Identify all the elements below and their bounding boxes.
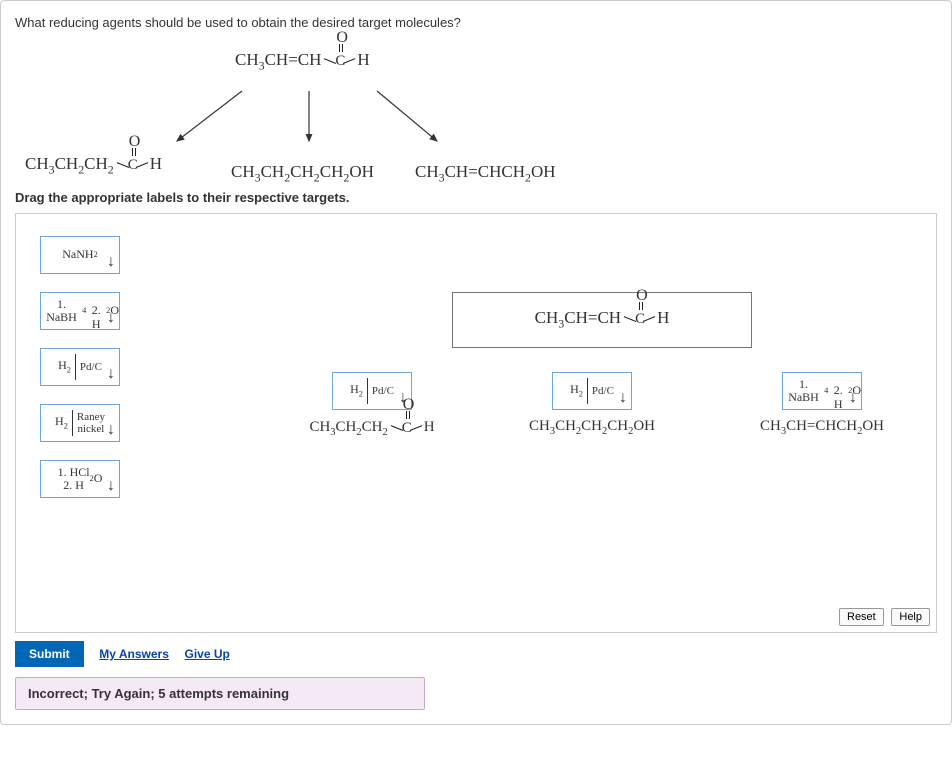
starting-material-formula-2: CH3CH=CHOCH	[535, 308, 670, 331]
reaction-scheme: CH3CH=CHOCH CH3CH2CH2OCH CH3CH2CH2CH2OH …	[17, 36, 637, 186]
starting-material: CH3CH=CHOCH	[235, 50, 370, 73]
down-arrow-icon: ↓	[107, 366, 115, 382]
aldehyde-group: OC	[321, 51, 355, 71]
aldehyde-group: OC	[114, 155, 148, 175]
target-row: H2Pd/C↓ CH3CH2CH2OCH H2Pd/C↓ CH3CH2CH2CH…	[292, 372, 912, 438]
drag-drop-area: NaNH2↓ 1. NaBH42. H2O↓ H2Pd/C↓ H2Raneynicke…	[15, 213, 937, 633]
feedback-message: Incorrect; Try Again; 5 attempts remaini…	[15, 677, 425, 710]
workbox-buttons: Reset Help	[835, 608, 930, 626]
down-arrow-icon: ↓	[849, 390, 857, 406]
down-arrow-icon: ↓	[107, 254, 115, 270]
submit-button[interactable]: Submit	[15, 641, 84, 667]
my-answers-link[interactable]: My Answers	[99, 647, 169, 661]
drag-instruction: Drag the appropriate labels to their res…	[15, 190, 937, 205]
reagent-tile[interactable]: 1. NaBH42. H2O↓	[40, 292, 120, 330]
submit-row: Submit My Answers Give Up	[15, 641, 937, 667]
question-panel: What reducing agents should be used to o…	[0, 0, 952, 725]
reagent-tile[interactable]: 1. HCl2. H2O↓	[40, 460, 120, 498]
down-arrow-icon: ↓	[107, 422, 115, 438]
target-c-label: CH3CH=CHCH2OH	[732, 418, 912, 437]
label-palette: NaNH2↓ 1. NaBH42. H2O↓ H2Pd/C↓ H2Raneynicke…	[40, 236, 140, 516]
down-arrow-icon: ↓	[107, 478, 115, 494]
product-a: CH3CH2CH2OCH	[25, 154, 162, 177]
reagent-tile[interactable]: H2Raneynickel↓	[40, 404, 120, 442]
product-b: CH3CH2CH2CH2OH	[231, 162, 374, 185]
target-pool: CH3CH=CHOCH H2Pd/C↓ CH3CH2CH2OCH H2Pd/C↓…	[292, 292, 912, 438]
product-b-formula: CH3CH2CH2CH2OH	[231, 162, 374, 181]
question-text: What reducing agents should be used to o…	[15, 15, 937, 30]
reagent-tile[interactable]: NaNH2↓	[40, 236, 120, 274]
product-c-formula: CH3CH=CHCH2OH	[415, 162, 556, 181]
give-up-link[interactable]: Give Up	[185, 647, 230, 661]
product-c: CH3CH=CHCH2OH	[415, 162, 556, 185]
starting-material-formula: CH3CH=CH	[235, 50, 321, 69]
reset-button[interactable]: Reset	[839, 608, 884, 626]
reagent-tile[interactable]: H2Pd/C↓	[40, 348, 120, 386]
down-arrow-icon: ↓	[619, 390, 627, 406]
down-arrow-icon: ↓	[107, 310, 115, 326]
reagent-tile[interactable]: 1. NaBH42. H2O↓	[782, 372, 862, 410]
starting-material-box: CH3CH=CHOCH	[452, 292, 752, 348]
product-a-formula: CH3CH2CH2	[25, 154, 114, 173]
target-a-label: CH3CH2CH2OCH	[292, 418, 452, 438]
target-slot-b[interactable]: H2Pd/C↓ CH3CH2CH2CH2OH	[502, 372, 682, 437]
target-b-label: CH3CH2CH2CH2OH	[502, 418, 682, 437]
reagent-tile[interactable]: H2Pd/C↓	[332, 372, 412, 410]
reagent-tile[interactable]: H2Pd/C↓	[552, 372, 632, 410]
target-slot-a[interactable]: H2Pd/C↓ CH3CH2CH2OCH	[292, 372, 452, 438]
target-slot-c[interactable]: 1. NaBH42. H2O↓ CH3CH=CHCH2OH	[732, 372, 912, 437]
help-button[interactable]: Help	[891, 608, 930, 626]
